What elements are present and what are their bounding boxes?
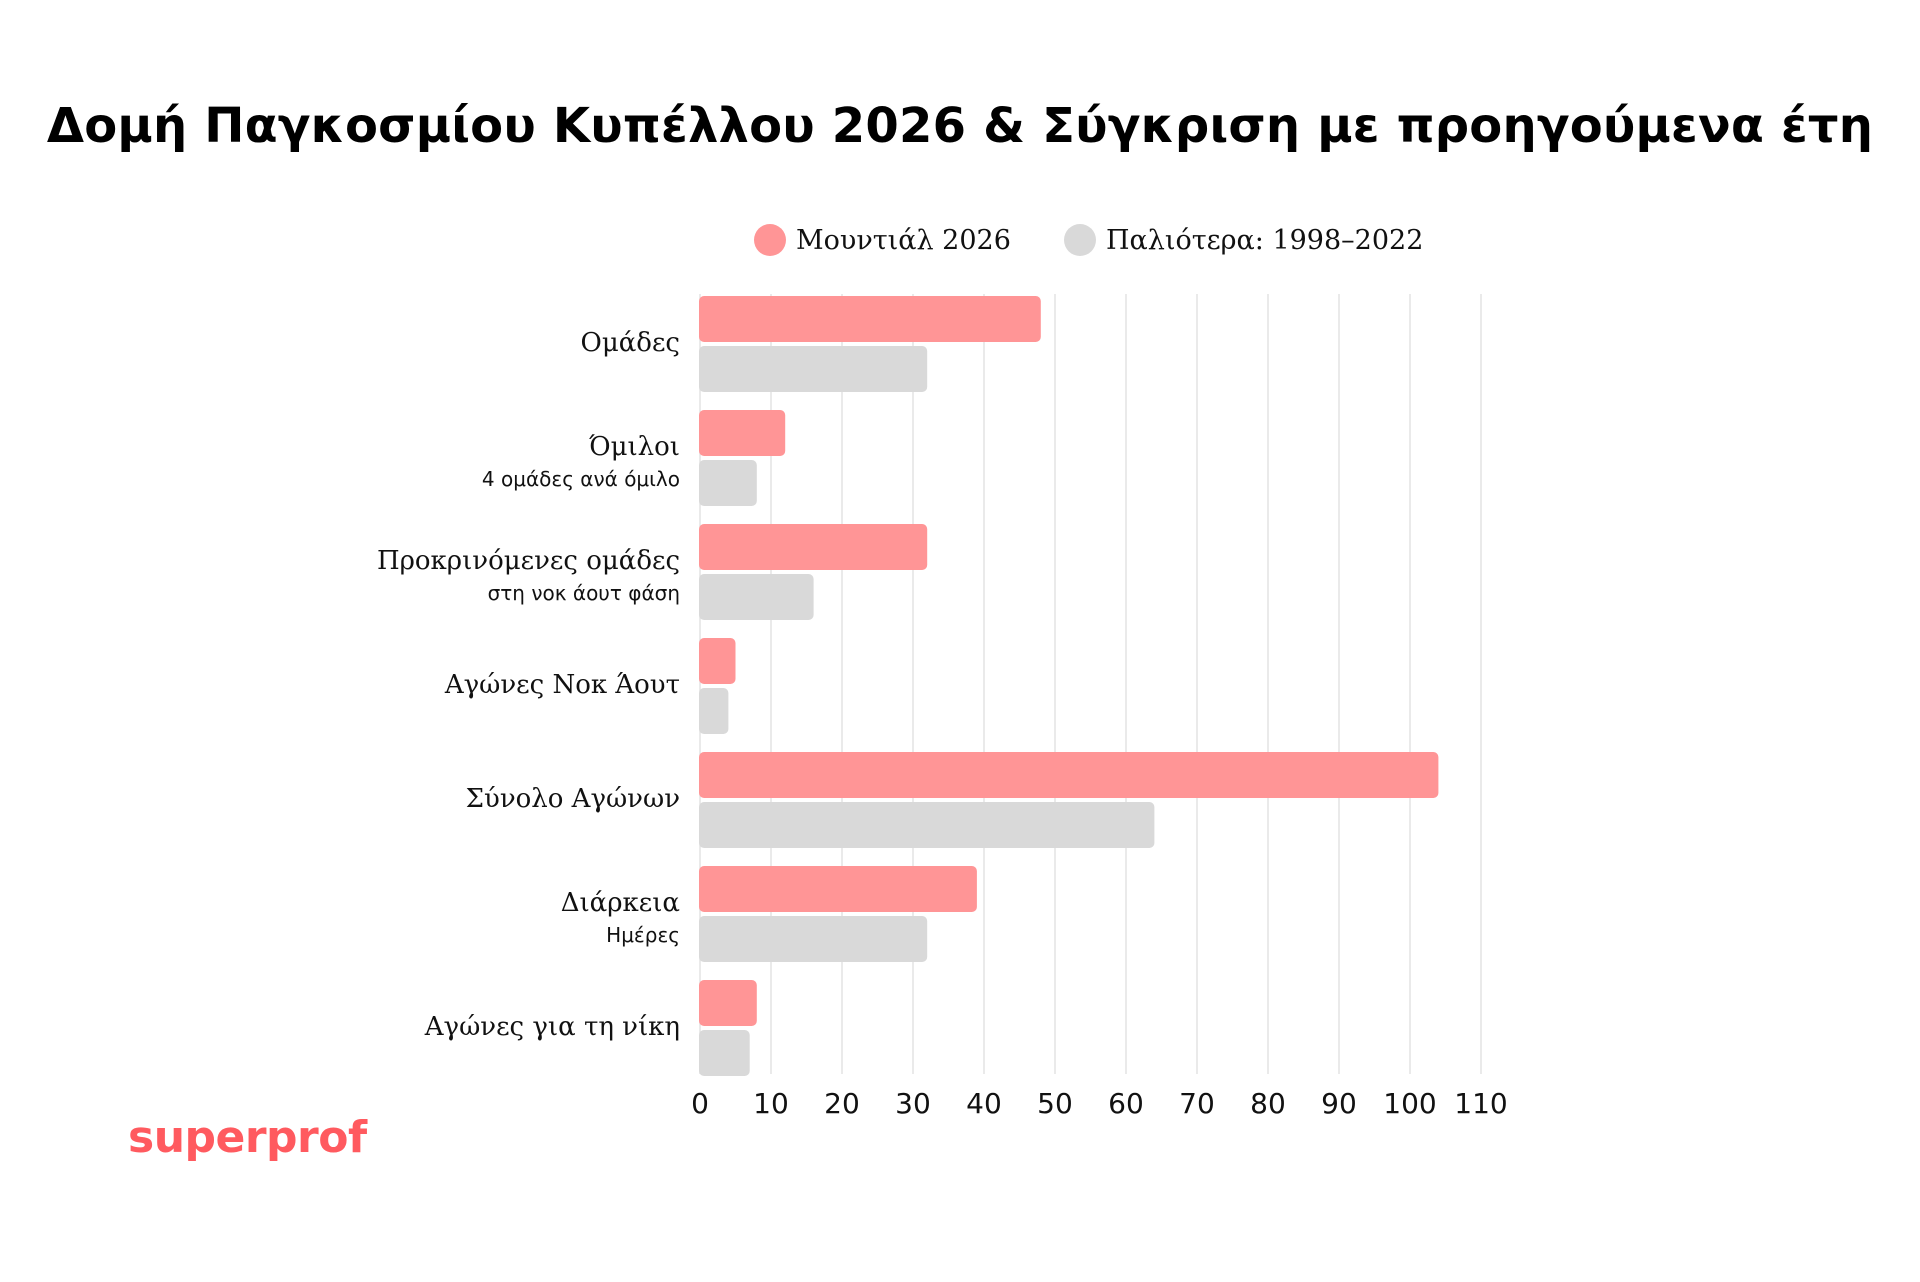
bar-2026-6 xyxy=(699,980,757,1026)
category-label-5: Διάρκεια xyxy=(561,888,680,918)
legend-item-old: Παλιότερα: 1998–2022 xyxy=(1064,216,1423,264)
legend-swatch-old xyxy=(1064,224,1096,256)
legend-item-2026: Μουντιάλ 2026 xyxy=(754,216,1011,264)
category-label-6: Αγώνες για τη νίκη xyxy=(424,1012,680,1042)
x-tick-label-60: 60 xyxy=(1108,1087,1144,1120)
chart-title: Δομή Παγκοσμίου Κυπέλλου 2026 & Σύγκριση… xyxy=(46,98,1874,154)
category-label-4: Σύνολο Αγώνων xyxy=(466,784,680,814)
category-label-3: Αγώνες Νοκ Άουτ xyxy=(444,670,680,700)
bar-old-6 xyxy=(699,1030,750,1076)
superprof-logo: superprof xyxy=(128,1112,367,1163)
legend-swatch-2026 xyxy=(754,224,786,256)
x-tick-label-40: 40 xyxy=(966,1087,1002,1120)
bar-2026-0 xyxy=(699,296,1041,342)
bar-old-3 xyxy=(699,688,729,734)
category-sublabel-1: 4 ομάδες ανά όμιλο xyxy=(482,467,680,491)
x-tick-label-0: 0 xyxy=(691,1087,709,1120)
category-label-2: Προκρινόμενες ομάδες xyxy=(377,546,680,576)
category-label-0: Ομάδες xyxy=(581,328,680,358)
category-sublabel-2: στη νοκ άουτ φάση xyxy=(488,581,680,605)
bar-2026-5 xyxy=(699,866,977,912)
bar-2026-3 xyxy=(699,638,736,684)
chart-legend: Μουντιάλ 2026 Παλιότερα: 1998–2022 xyxy=(0,216,1920,264)
category-sublabel-5: Ημέρες xyxy=(606,923,680,947)
bar-2026-1 xyxy=(699,410,786,456)
x-tick-label-100: 100 xyxy=(1383,1087,1436,1120)
category-label-1: Όμιλοι xyxy=(589,432,680,462)
x-tick-label-80: 80 xyxy=(1250,1087,1286,1120)
x-tick-label-10: 10 xyxy=(753,1087,789,1120)
x-tick-label-70: 70 xyxy=(1179,1087,1215,1120)
bar-old-1 xyxy=(699,460,757,506)
x-tick-label-30: 30 xyxy=(895,1087,931,1120)
x-tick-label-20: 20 xyxy=(824,1087,860,1120)
legend-label-old: Παλιότερα: 1998–2022 xyxy=(1106,224,1424,256)
bar-old-5 xyxy=(699,916,928,962)
bar-old-4 xyxy=(699,802,1155,848)
x-tick-label-90: 90 xyxy=(1321,1087,1357,1120)
x-tick-label-110: 110 xyxy=(1454,1087,1507,1120)
x-tick-label-50: 50 xyxy=(1037,1087,1073,1120)
bar-old-2 xyxy=(699,574,814,620)
bar-2026-2 xyxy=(699,524,928,570)
legend-label-2026: Μουντιάλ 2026 xyxy=(796,224,1011,256)
bar-2026-4 xyxy=(699,752,1439,798)
bar-old-0 xyxy=(699,346,928,392)
